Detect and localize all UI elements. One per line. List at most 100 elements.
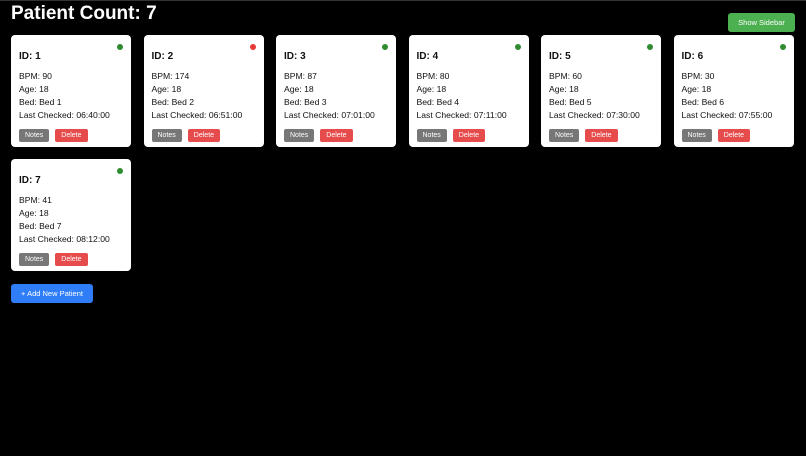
- bed-value: Bed 6: [701, 97, 725, 107]
- last-checked-value: 07:01:00: [341, 110, 375, 120]
- patient-id: ID: 1: [19, 51, 41, 62]
- age-label: Age:: [681, 84, 702, 94]
- patient-last-checked: Last Checked: 08:12:00: [19, 233, 123, 246]
- age-label: Age:: [549, 84, 570, 94]
- last-checked-label: Last Checked:: [681, 110, 739, 120]
- status-indicator-icon: [647, 44, 653, 50]
- delete-button[interactable]: Delete: [717, 129, 751, 142]
- page-title: Patient Count: 7: [11, 3, 157, 24]
- age-value: 18: [304, 84, 314, 94]
- patient-grid: ID: 1 BPM: 90 Age: 18 Bed: Bed 1 Last Ch…: [11, 35, 801, 271]
- bed-value: Bed 1: [39, 97, 62, 107]
- bpm-label: BPM:: [284, 71, 308, 81]
- patient-id: ID: 5: [549, 51, 571, 62]
- patient-card: ID: 3 BPM: 87 Age: 18 Bed: Bed 3 Last Ch…: [276, 35, 396, 147]
- delete-button[interactable]: Delete: [452, 129, 486, 142]
- age-value: 18: [569, 84, 579, 94]
- show-sidebar-button[interactable]: Show Sidebar: [728, 13, 795, 32]
- bpm-label: BPM:: [151, 71, 175, 81]
- bed-label: Bed:: [151, 97, 172, 107]
- bpm-label: BPM:: [19, 71, 43, 81]
- bed-value: Bed 7: [39, 221, 62, 231]
- notes-button[interactable]: Notes: [416, 129, 447, 142]
- patient-id: ID: 7: [19, 175, 41, 186]
- patient-id: ID: 6: [681, 51, 704, 62]
- last-checked-value: 07:11:00: [473, 110, 507, 120]
- patient-bpm: BPM: 30: [682, 70, 786, 83]
- age-label: Age:: [284, 84, 305, 94]
- age-value: 18: [701, 84, 712, 94]
- patient-age: Age: 18: [682, 83, 786, 96]
- age-value: 18: [39, 84, 49, 94]
- delete-button[interactable]: Delete: [55, 129, 88, 142]
- last-checked-value: 07:55:00: [738, 110, 773, 120]
- last-checked-value: 06:40:00: [76, 110, 110, 120]
- patient-card: ID: 5 BPM: 60 Age: 18 Bed: Bed 5 Last Ch…: [541, 35, 661, 147]
- age-value: 18: [436, 84, 447, 94]
- bpm-label: BPM:: [416, 71, 440, 81]
- delete-button[interactable]: Delete: [585, 129, 618, 142]
- delete-button[interactable]: Delete: [187, 129, 221, 142]
- bpm-value: 174: [174, 71, 190, 81]
- last-checked-label: Last Checked:: [19, 110, 77, 120]
- status-indicator-icon: [514, 44, 521, 50]
- age-value: 18: [171, 84, 182, 94]
- patient-bpm: BPM: 90: [19, 70, 123, 83]
- bpm-value: 60: [572, 71, 582, 81]
- last-checked-label: Last Checked:: [549, 110, 607, 120]
- bed-value: Bed 5: [569, 97, 592, 107]
- patient-bed: Bed: Bed 5: [549, 96, 653, 109]
- patient-age: Age: 18: [284, 83, 388, 96]
- bpm-label: BPM:: [549, 71, 573, 81]
- status-indicator-icon: [249, 44, 256, 50]
- patient-id: ID: 2: [151, 51, 174, 62]
- delete-button[interactable]: Delete: [55, 253, 88, 266]
- notes-button[interactable]: Notes: [549, 129, 580, 142]
- notes-button[interactable]: Notes: [19, 253, 50, 266]
- patient-age: Age: 18: [549, 83, 653, 96]
- patient-last-checked: Last Checked: 07:55:00: [682, 109, 786, 122]
- notes-button[interactable]: Notes: [19, 129, 50, 142]
- patient-bpm: BPM: 80: [417, 70, 521, 83]
- status-indicator-icon: [779, 44, 786, 50]
- notes-button[interactable]: Notes: [681, 129, 712, 142]
- bed-label: Bed:: [681, 97, 702, 107]
- bpm-value: 90: [42, 71, 52, 81]
- patient-last-checked: Last Checked: 06:51:00: [152, 109, 256, 122]
- bed-label: Bed:: [549, 97, 570, 107]
- patient-bpm: BPM: 87: [284, 70, 388, 83]
- notes-button[interactable]: Notes: [151, 129, 182, 142]
- bpm-value: 41: [42, 195, 52, 205]
- status-indicator-icon: [117, 44, 123, 50]
- patient-last-checked: Last Checked: 06:40:00: [19, 109, 123, 122]
- patient-bpm: BPM: 60: [549, 70, 653, 83]
- patient-card: ID: 6 BPM: 30 Age: 18 Bed: Bed 6 Last Ch…: [673, 35, 794, 147]
- age-label: Age:: [19, 84, 40, 94]
- patient-last-checked: Last Checked: 07:30:00: [549, 109, 653, 122]
- last-checked-label: Last Checked:: [416, 110, 474, 120]
- add-patient-button[interactable]: + Add New Patient: [11, 284, 93, 303]
- bpm-label: BPM:: [681, 71, 705, 81]
- bpm-value: 80: [439, 71, 450, 81]
- last-checked-label: Last Checked:: [19, 234, 77, 244]
- patient-id: ID: 3: [284, 51, 306, 62]
- patient-bed: Bed: Bed 1: [19, 96, 123, 109]
- bpm-value: 87: [307, 71, 317, 81]
- patient-age: Age: 18: [19, 207, 123, 220]
- delete-button[interactable]: Delete: [320, 129, 353, 142]
- patient-card: ID: 4 BPM: 80 Age: 18 Bed: Bed 4 Last Ch…: [408, 35, 529, 147]
- bed-value: Bed 3: [304, 97, 327, 107]
- bed-label: Bed:: [284, 97, 305, 107]
- last-checked-value: 06:51:00: [208, 110, 243, 120]
- last-checked-value: 08:12:00: [76, 234, 110, 244]
- patient-bed: Bed: Bed 2: [152, 96, 256, 109]
- age-label: Age:: [19, 208, 40, 218]
- patient-last-checked: Last Checked: 07:11:00: [417, 109, 521, 122]
- notes-button[interactable]: Notes: [284, 129, 315, 142]
- patient-age: Age: 18: [417, 83, 521, 96]
- status-indicator-icon: [117, 168, 123, 174]
- age-label: Age:: [151, 84, 172, 94]
- patient-card: ID: 1 BPM: 90 Age: 18 Bed: Bed 1 Last Ch…: [11, 35, 131, 147]
- patient-age: Age: 18: [152, 83, 256, 96]
- last-checked-value: 07:30:00: [606, 110, 640, 120]
